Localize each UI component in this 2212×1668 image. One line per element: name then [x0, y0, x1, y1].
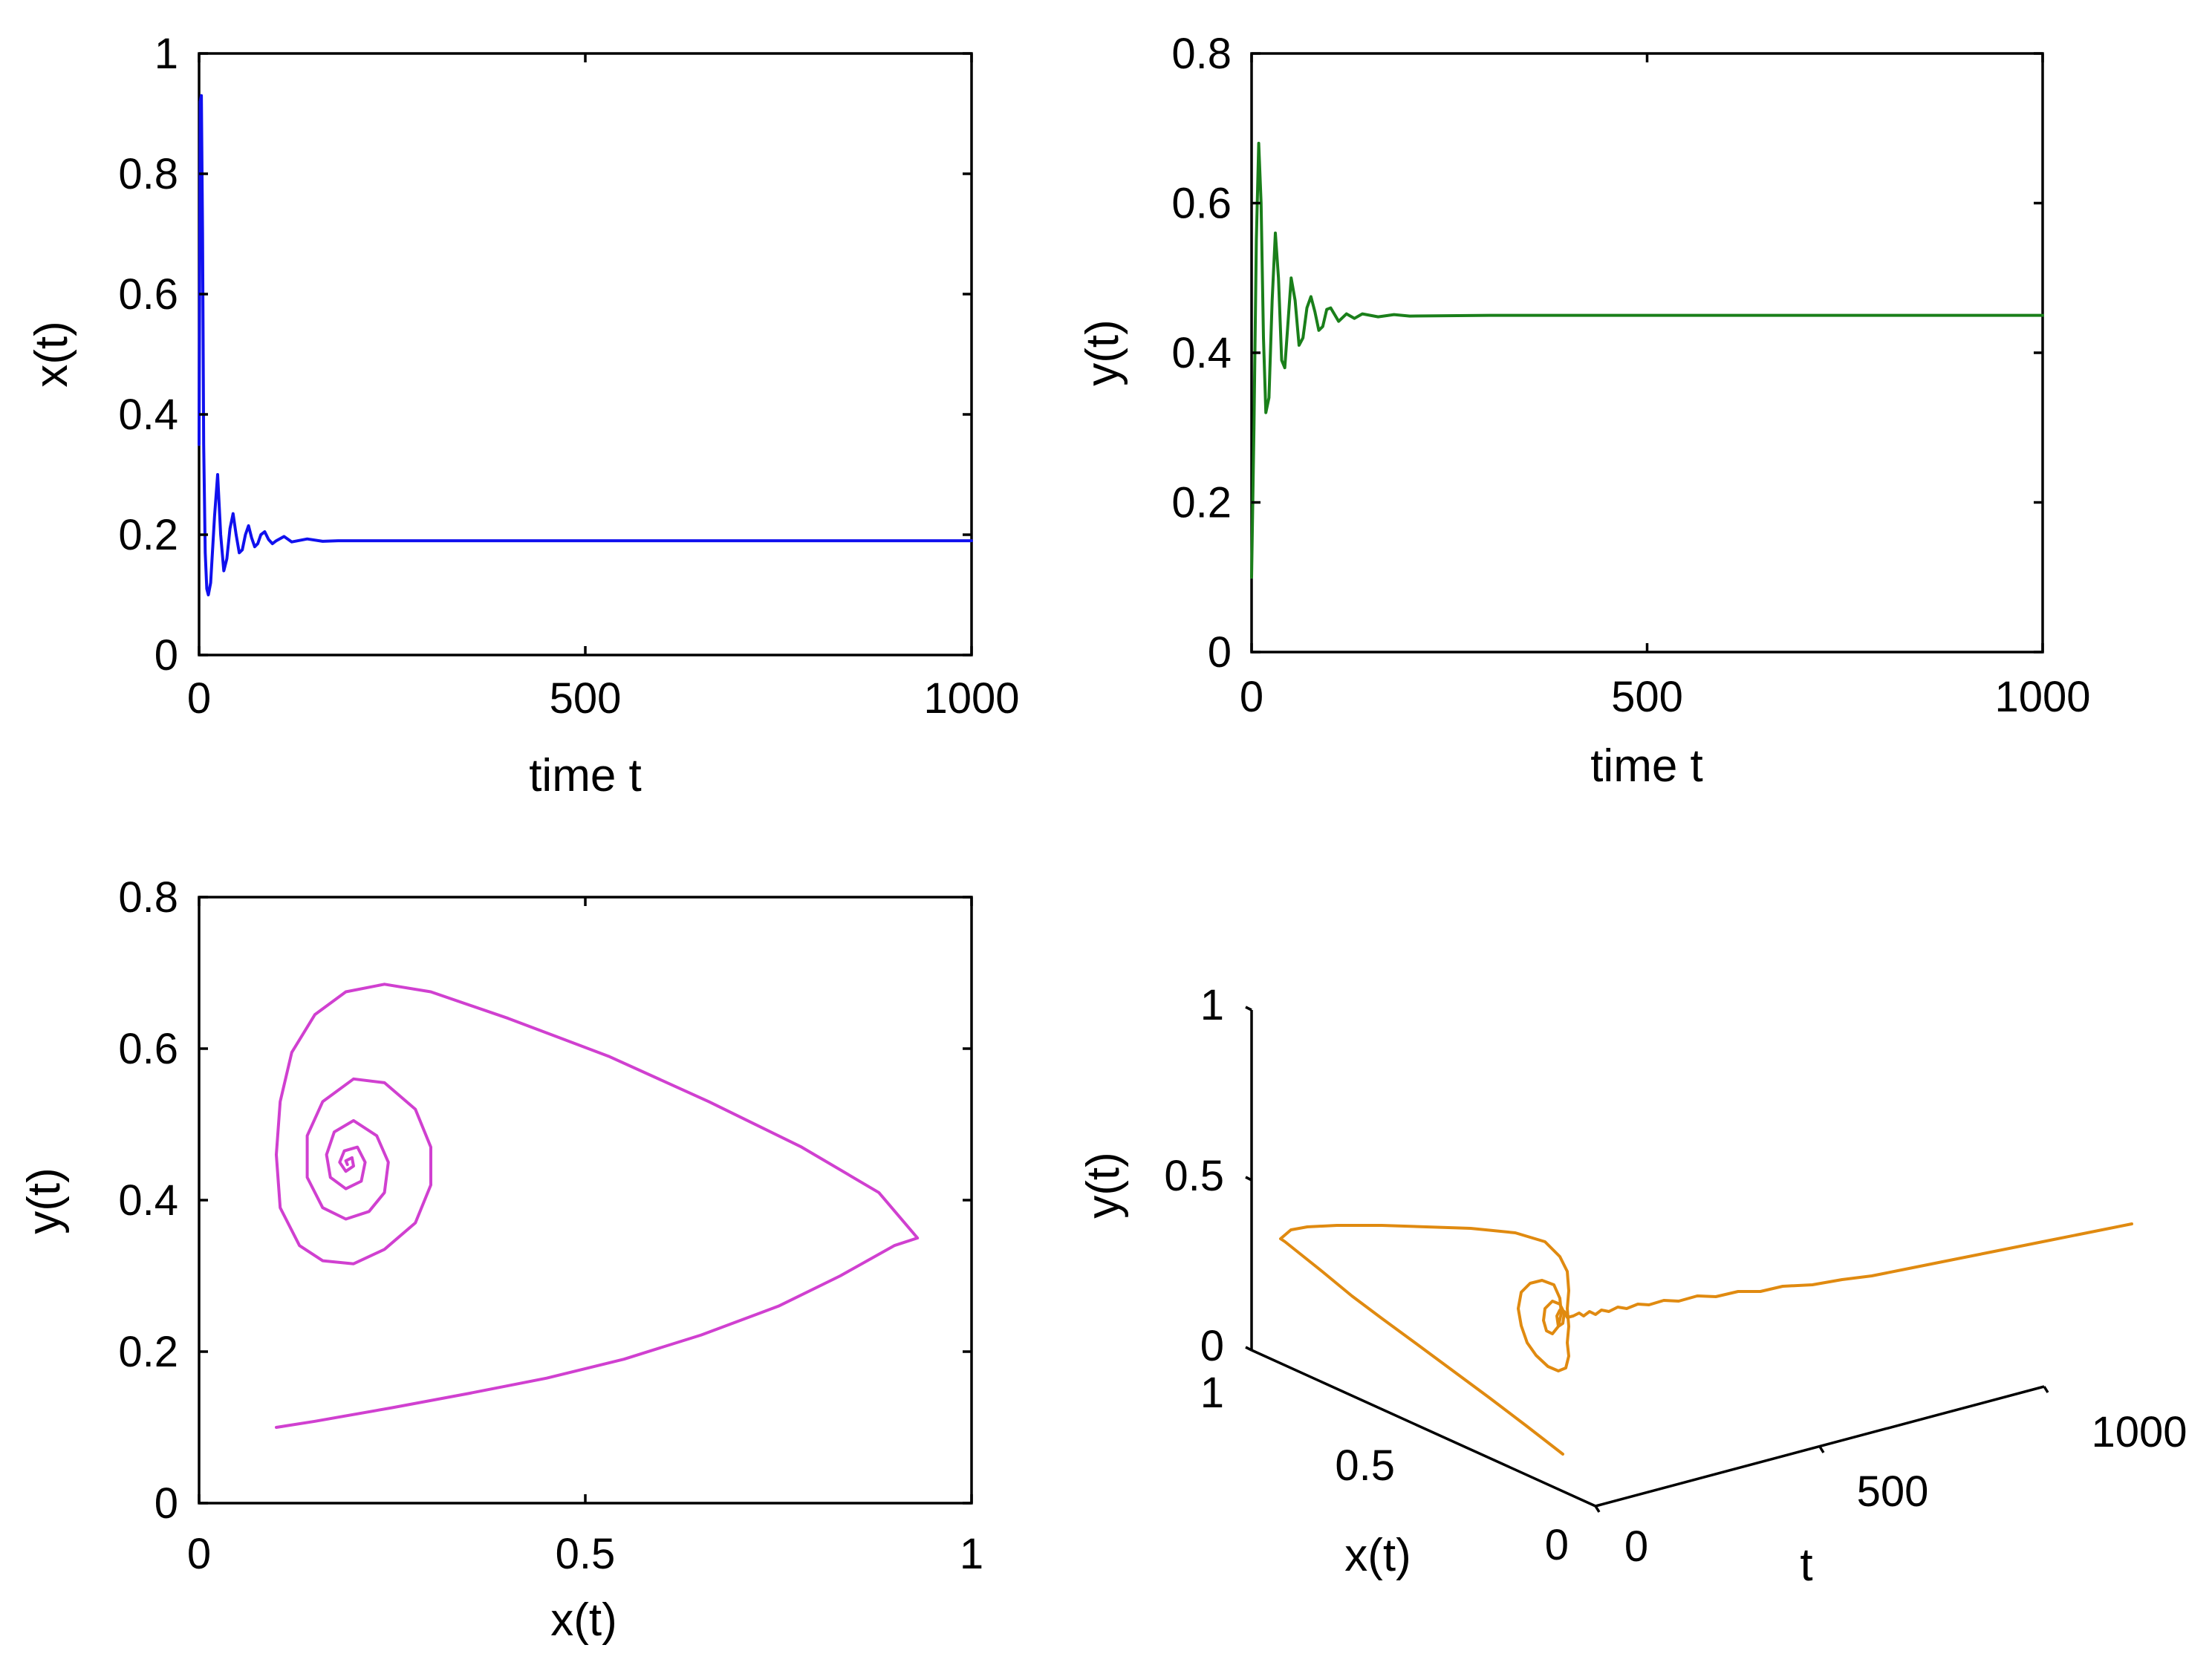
x-axis-label: time t [529, 750, 642, 801]
x-axis-label: x(t) [550, 1594, 617, 1646]
x-tick-label: 1000 [1994, 673, 2090, 721]
y-tick-label: 0.6 [1171, 180, 1232, 228]
t-tick-label: 500 [1857, 1467, 1929, 1516]
y-tick-label: 0.8 [118, 873, 178, 922]
y-tick-label: 0.8 [118, 150, 178, 198]
y-tick-label: 0.2 [1171, 479, 1232, 527]
x-tick-label: 500 [1611, 673, 1683, 721]
axes-frame [1250, 52, 2044, 654]
y-tick-label: 0.4 [118, 391, 178, 439]
y-tick-label: 0 [1208, 628, 1232, 677]
t-axis-tick [1594, 1505, 1601, 1513]
panel-xt: 0 500 1000 0 0.2 0.4 0.6 0.8 1 time t x(t) [26, 30, 1020, 801]
y-tick-label: 0.4 [1171, 329, 1232, 377]
y-tick-label: 0.5 [1164, 1152, 1224, 1200]
panel-3d: 1 0.5 0 1 0.5 0 0 500 1000 y(t) x(t) t [1078, 981, 2187, 1591]
panel-yt: 0 500 1000 0 0.2 0.4 0.6 0.8 time t y(t) [1077, 30, 2091, 792]
y-tick-label: 0.4 [118, 1176, 178, 1225]
series-line [275, 983, 920, 1429]
y-tick-label: 0 [154, 631, 178, 680]
series-line [1250, 141, 2044, 579]
axes-frame [198, 52, 973, 657]
y-tick-label: 0.8 [1171, 30, 1232, 78]
y-tick-label: 0 [1200, 1322, 1224, 1370]
t-axis-tick [1818, 1446, 1825, 1453]
y-axis-label: y(t) [19, 1167, 70, 1234]
series-line [198, 94, 973, 596]
x-tick-label: 0 [1545, 1521, 1569, 1569]
t-axis-line [1595, 1385, 2045, 1508]
y-tick-label: 0.6 [118, 1025, 178, 1073]
y-tick-label: 1 [154, 30, 178, 78]
x-tick-label: 1 [1200, 1369, 1224, 1417]
trajectory-line [1279, 1222, 2133, 1456]
x-tick-label: 0 [1240, 673, 1263, 721]
t-axis-tick [2043, 1386, 2049, 1393]
y-axis-label: y(t) [1077, 319, 1128, 386]
y-tick-label: 0.6 [118, 270, 178, 319]
y-tick-label: 0.2 [118, 511, 178, 559]
y-tick-label: 0.2 [118, 1328, 178, 1376]
y-tick-label: 0 [154, 1479, 178, 1528]
axes-frame [198, 896, 973, 1505]
t-tick-label: 0 [1624, 1522, 1648, 1571]
x-tick-label: 1 [960, 1530, 983, 1578]
panel-phase: 0 0.5 1 0 0.2 0.4 0.6 0.8 x(t) y(t) [19, 873, 983, 1646]
x-axis-line [1251, 1349, 1596, 1508]
y-axis-label: y(t) [1078, 1152, 1129, 1219]
x-tick-label: 0 [187, 1530, 211, 1578]
x-axis-label: time t [1590, 740, 1703, 792]
y-axis-tick [1245, 1346, 1252, 1352]
y-tick-label: 1 [1200, 981, 1224, 1029]
t-tick-label: 1000 [2091, 1408, 2187, 1456]
x-tick-label: 1000 [923, 674, 1019, 723]
t-axis-label: t [1800, 1540, 1812, 1591]
x-tick-label: 0.5 [1335, 1441, 1395, 1490]
y-axis-tick [1245, 1176, 1252, 1182]
x-tick-label: 0 [187, 674, 211, 723]
x-axis-label: x(t) [1344, 1530, 1411, 1581]
y-axis-tick [1245, 1006, 1252, 1011]
x-tick-label: 500 [550, 674, 622, 723]
y-axis-label: x(t) [26, 321, 77, 388]
x-tick-label: 0.5 [556, 1530, 616, 1578]
